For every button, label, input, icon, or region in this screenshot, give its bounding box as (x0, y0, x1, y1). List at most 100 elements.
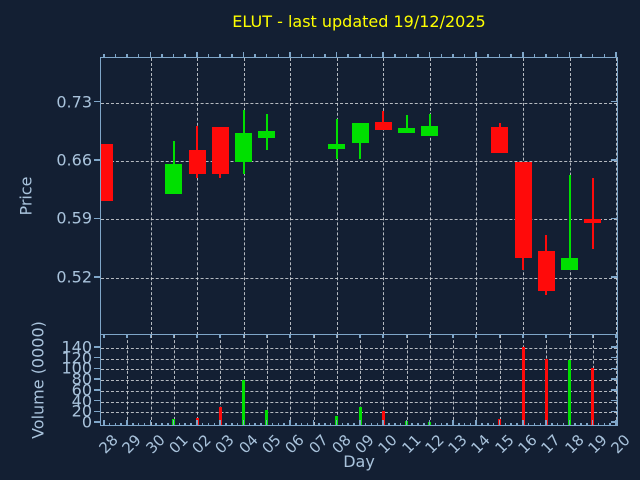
volume-bottom-tick (539, 423, 541, 425)
volume-bottom-tick (347, 423, 349, 425)
candle-body-10 (374, 121, 392, 131)
price-top-tick (498, 54, 501, 57)
x-tick-label: 17 (537, 431, 565, 458)
volume-bottom-tick (452, 420, 454, 425)
volume-bottom-tick (411, 423, 413, 425)
shared-border-tick (452, 335, 454, 338)
volume-gridline (101, 390, 617, 392)
price-top-tick (487, 54, 489, 57)
volume-bottom-tick (207, 423, 210, 425)
volume-bottom-tick (562, 423, 565, 425)
candle-body-16 (514, 161, 532, 258)
candle-body-04 (235, 133, 253, 162)
volume-bar-05 (265, 409, 269, 425)
volume-bar-04 (242, 380, 246, 425)
volume-bottom-tick (271, 423, 274, 425)
price-tick-right (611, 159, 617, 161)
candle-wick-12 (428, 114, 431, 136)
price-gridline (101, 219, 617, 221)
volume-tick-right (611, 367, 617, 370)
volume-vgridline (266, 335, 268, 425)
candle-body-18 (561, 257, 579, 271)
volume-bottom-tick (533, 423, 536, 425)
price-tick-left (94, 100, 100, 103)
volume-tick-left (94, 367, 100, 370)
volume-vgridline (406, 335, 408, 425)
price-vgridline (336, 58, 338, 335)
price-top-tick (196, 52, 198, 57)
volume-bottom-tick (394, 423, 396, 425)
candle-body-02 (188, 150, 206, 174)
price-tick-label: 0.52 (56, 267, 92, 287)
volume-bottom-tick (469, 423, 472, 425)
volume-bottom-tick (428, 420, 431, 425)
shared-border-tick (428, 335, 431, 338)
shared-border-tick (615, 335, 617, 338)
candle-body-28 (101, 144, 113, 202)
volume-bottom-tick (329, 423, 332, 425)
price-top-tick (219, 54, 221, 57)
x-tick-label: 29 (118, 431, 145, 458)
volume-bottom-tick (353, 423, 355, 425)
volume-tick-label: 120 (61, 348, 92, 368)
shared-border-tick (522, 335, 524, 338)
volume-bottom-tick (120, 423, 122, 425)
price-top-tick (405, 54, 408, 57)
volume-vgridline (150, 335, 152, 425)
price-axis-title: Price (16, 176, 36, 216)
price-top-tick (463, 54, 466, 57)
shared-border-tick (475, 335, 477, 338)
volume-bottom-tick (487, 423, 489, 425)
volume-bottom-tick (580, 423, 582, 425)
candle-body-05 (258, 130, 276, 138)
volume-tick-left (94, 399, 100, 402)
volume-tick-right (611, 410, 617, 413)
volume-vgridline (290, 335, 292, 425)
price-top-tick (533, 54, 536, 57)
price-pane (100, 57, 618, 335)
volume-vgridline (336, 335, 338, 425)
shared-border-tick (149, 335, 152, 338)
volume-bottom-tick (615, 420, 617, 425)
volume-tick-right (611, 421, 617, 423)
price-top-tick (137, 54, 140, 57)
price-top-tick (149, 52, 152, 57)
volume-bottom-tick (586, 423, 588, 425)
candle-wick-19 (591, 177, 594, 249)
volume-gridline (101, 358, 617, 360)
price-top-tick (300, 54, 303, 57)
volume-bottom-tick (213, 423, 216, 425)
volume-bottom-tick (597, 423, 600, 425)
volume-bottom-tick (306, 423, 309, 425)
volume-bottom-tick (551, 423, 553, 425)
volume-bottom-tick (254, 423, 256, 425)
price-vgridline (243, 58, 245, 335)
price-top-tick (452, 54, 454, 57)
volume-bottom-tick (184, 423, 186, 425)
price-top-tick (475, 52, 477, 57)
shared-border-tick (568, 335, 571, 338)
volume-vgridline (360, 335, 362, 425)
volume-bottom-tick (463, 423, 466, 425)
candle-body-19 (584, 218, 602, 223)
volume-bottom-tick (196, 420, 198, 425)
volume-bottom-tick (516, 423, 518, 425)
shared-border-tick (196, 335, 198, 338)
shared-border-tick (405, 335, 408, 338)
volume-bottom-tick (556, 423, 559, 425)
volume-bottom-tick (574, 423, 576, 425)
price-top-tick (522, 52, 524, 57)
volume-bottom-tick (335, 420, 338, 425)
volume-vgridline (197, 335, 199, 425)
volume-bottom-tick (126, 420, 128, 425)
volume-tick-left (94, 356, 100, 359)
price-vgridline (197, 58, 199, 335)
candle-wick-10 (382, 110, 385, 131)
volume-bottom-tick (167, 423, 169, 425)
volume-tick-right (611, 346, 617, 348)
volume-bottom-tick (591, 420, 594, 425)
volume-bottom-tick (289, 420, 291, 425)
volume-bottom-tick (103, 420, 105, 425)
price-top-tick (359, 54, 361, 57)
